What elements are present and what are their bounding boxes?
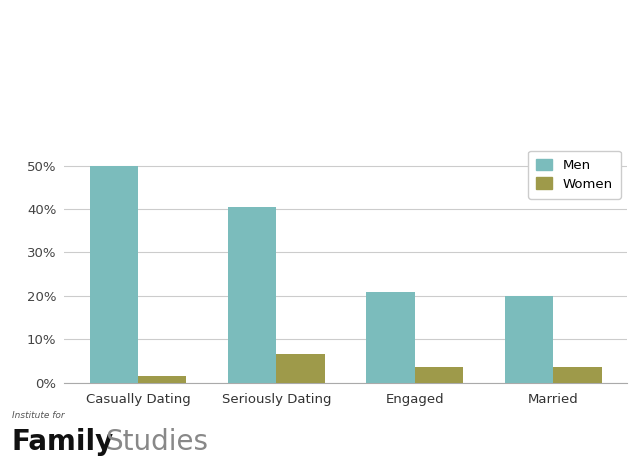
- Text: Studies: Studies: [106, 428, 209, 456]
- Text: Figure 1: Figure 1: [294, 26, 346, 39]
- Bar: [366, 291, 415, 382]
- Bar: [276, 354, 325, 382]
- Text: Family: Family: [12, 428, 114, 456]
- Text: Porn Use: Weekly or More Frequently: Porn Use: Weekly or More Frequently: [28, 58, 612, 86]
- Bar: [138, 376, 186, 382]
- Bar: [90, 166, 138, 382]
- Legend: Men, Women: Men, Women: [528, 150, 621, 198]
- Text: Institute for: Institute for: [12, 411, 64, 420]
- Bar: [553, 368, 602, 382]
- Bar: [415, 368, 463, 382]
- Bar: [228, 207, 276, 382]
- Bar: [505, 296, 553, 382]
